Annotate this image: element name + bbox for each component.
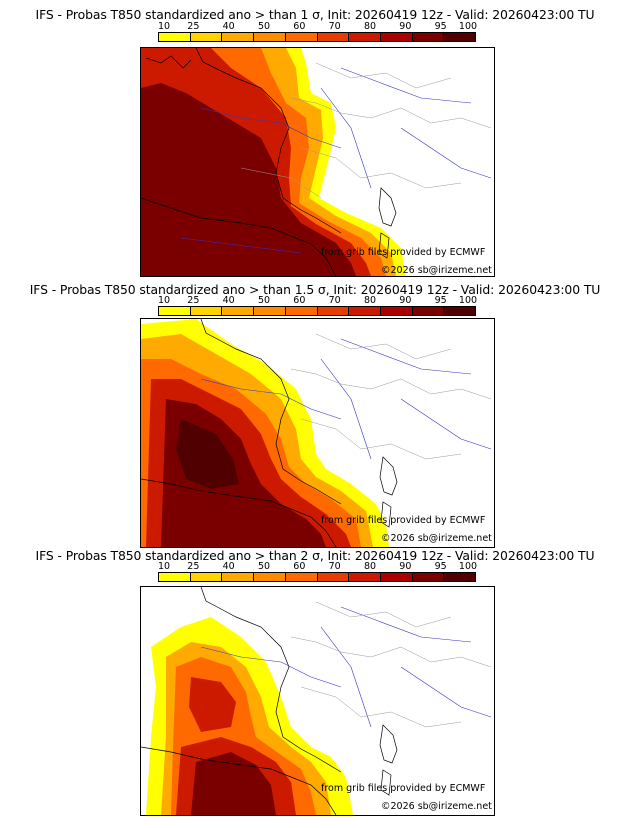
legend-tick-label: 95 [434,561,447,572]
legend-color-swatch [254,33,286,41]
legend-color-swatch [190,33,223,41]
legend-tick-label: 60 [293,295,306,306]
legend-color-swatch [159,307,191,315]
legend-color-swatch [317,33,350,41]
coastlines-3 [141,587,398,815]
legend-tick-label: 90 [399,21,412,32]
source-credit: from grib files provided by ECMWF [321,247,486,258]
copyright-credit: ©2026 sb@irizeme.net [381,265,492,276]
borders-3 [290,601,492,728]
legend-color-swatch [222,573,255,581]
legend-tick-label: 80 [363,561,377,572]
legend-tick-label: 100 [458,295,478,306]
legend-3: 10 25 40 50 60 70 80 90 95 100 [157,561,478,582]
legend-tick-label: 25 [187,21,200,32]
legend-color-swatch [222,33,255,41]
map-panel-1: from grib files provided by ECMWF ©2026 … [140,47,495,277]
legend-tick-label: 70 [328,295,341,306]
legend-tick-label: 50 [257,561,271,572]
legend-ticks: 10 25 40 50 60 70 80 90 95 100 [157,295,478,306]
legend-tick-label: 50 [257,21,271,32]
copyright-credit: ©2026 sb@irizeme.net [381,801,492,812]
map-3-svg [141,587,492,815]
legend-tick-label: 100 [458,21,478,32]
legend-tick-label: 70 [328,561,341,572]
legend-color-swatch [349,307,381,315]
legend-color-swatch [380,307,413,315]
source-credit: from grib files provided by ECMWF [321,783,486,794]
map-2-svg [141,319,492,547]
legend-color-swatch [349,33,381,41]
legend-tick-label: 100 [458,561,478,572]
legend-color-swatch [190,307,223,315]
legend-color-swatch [285,307,318,315]
legend-ticks: 10 25 40 50 60 70 80 90 95 100 [157,21,478,32]
map-panel-2: from grib files provided by ECMWF ©2026 … [140,318,495,548]
legend-tick-label: 10 [157,21,171,32]
legend-color-swatch [412,33,445,41]
legend-tick-label: 25 [187,561,200,572]
legend-color-swatch [159,33,191,41]
borders-2 [290,333,492,460]
legend-color-swatch [317,307,350,315]
legend-colorbar [158,306,476,316]
legend-color-swatch [349,573,381,581]
legend-tick-label: 95 [434,21,447,32]
legend-color-swatch [190,573,223,581]
map-panel-3: from grib files provided by ECMWF ©2026 … [140,586,495,816]
copyright-credit: ©2026 sb@irizeme.net [381,533,492,544]
borders-1 [240,62,492,199]
legend-color-swatch [412,573,445,581]
legend-tick-label: 80 [363,295,377,306]
legend-tick-label: 95 [434,295,447,306]
legend-color-swatch [285,573,318,581]
panel-3-title: IFS - Probas T850 standardized ano > tha… [35,548,595,563]
legend-color-swatch [285,33,318,41]
rivers-1 [180,67,492,254]
legend-color-swatch [412,307,445,315]
legend-2: 10 25 40 50 60 70 80 90 95 100 [157,295,478,316]
legend-color-swatch [254,307,286,315]
legend-tick-label: 40 [222,295,235,306]
legend-color-swatch [380,573,413,581]
legend-tick-label: 10 [157,295,171,306]
legend-tick-label: 80 [363,21,377,32]
legend-tick-label: 25 [187,295,200,306]
legend-tick-label: 90 [399,295,412,306]
source-credit: from grib files provided by ECMWF [321,515,486,526]
probability-field-2 [141,319,389,547]
map-1-svg [141,48,492,276]
coastlines-1 [141,48,397,276]
legend-color-swatch [444,307,476,315]
probability-field-3 [146,617,353,815]
legend-colorbar [158,32,476,42]
probability-field-1 [141,48,406,276]
legend-color-swatch [444,33,476,41]
coastlines-2 [141,319,398,547]
legend-color-swatch [159,573,191,581]
legend-color-swatch [222,307,255,315]
legend-colorbar [158,572,476,582]
legend-tick-label: 50 [257,295,271,306]
legend-tick-label: 90 [399,561,412,572]
legend-ticks: 10 25 40 50 60 70 80 90 95 100 [157,561,478,572]
panel-1-title: IFS - Probas T850 standardized ano > tha… [35,7,595,22]
legend-color-swatch [444,573,476,581]
legend-tick-label: 70 [328,21,341,32]
legend-tick-label: 40 [222,561,235,572]
legend-1: 10 25 40 50 60 70 80 90 95 100 [157,21,478,42]
legend-color-swatch [317,573,350,581]
legend-color-swatch [254,573,286,581]
legend-tick-label: 60 [293,21,306,32]
legend-tick-label: 10 [157,561,171,572]
legend-color-swatch [380,33,413,41]
legend-tick-label: 60 [293,561,306,572]
rivers-2 [200,338,492,460]
rivers-3 [200,606,492,728]
panel-2-title: IFS - Probas T850 standardized ano > tha… [29,282,601,297]
legend-tick-label: 40 [222,21,235,32]
